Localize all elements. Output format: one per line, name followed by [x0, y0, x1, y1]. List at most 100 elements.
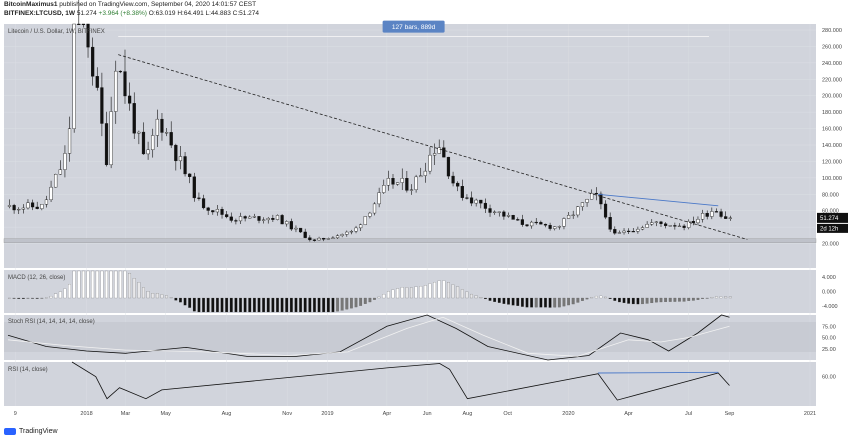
candle-up	[340, 234, 344, 236]
macd-bar	[142, 287, 145, 299]
macd-bar	[641, 297, 644, 305]
candle-down	[183, 156, 187, 175]
candle-up	[349, 231, 354, 233]
candle-down	[516, 219, 520, 221]
macd-bar	[479, 297, 483, 299]
candle-up	[151, 135, 155, 151]
x-tick-label: May	[161, 411, 172, 417]
x-tick-label: Jun	[423, 411, 432, 417]
macd-bar	[502, 297, 506, 304]
macd-bar	[581, 297, 584, 301]
candle-up	[17, 209, 21, 211]
candle-down	[520, 219, 524, 225]
macd-bar	[137, 282, 141, 299]
candle-up	[44, 199, 49, 205]
macd-bar	[294, 297, 298, 313]
macd-bar	[553, 297, 557, 308]
y-tick-label: 140.000	[822, 143, 842, 149]
macd-bar	[266, 297, 270, 313]
macd-bar	[225, 297, 229, 313]
candle-down	[631, 231, 635, 233]
y-tick-label: 4.000	[822, 275, 836, 281]
candle-up	[331, 237, 335, 239]
candle-down	[548, 224, 552, 229]
candle-up	[474, 199, 478, 204]
candle-up	[419, 175, 423, 178]
candle-down	[81, 23, 86, 26]
x-tick-label: Apr	[383, 411, 392, 417]
candle-up	[354, 227, 358, 232]
macd-bar	[289, 297, 293, 313]
candle-down	[446, 156, 451, 177]
x-tick-label: Aug	[463, 411, 473, 417]
macd-bar	[585, 297, 589, 300]
x-tick-label: Oct	[503, 411, 512, 417]
macd-bar	[567, 297, 570, 306]
candle-up	[164, 132, 169, 134]
macd-bar	[118, 270, 122, 299]
candle-down	[77, 23, 81, 26]
candle-up	[677, 225, 682, 227]
measure-text: 127 bars, 889d	[392, 24, 436, 31]
macd-bar	[539, 297, 543, 308]
candle-down	[534, 221, 538, 224]
macd-bar	[594, 295, 598, 299]
candle-up	[576, 206, 580, 216]
macd-bar	[354, 297, 358, 308]
macd-bar	[599, 295, 603, 299]
y-tick-label: 220.000	[822, 77, 842, 83]
macd-bar	[622, 297, 626, 303]
y-tick-label: 160.000	[822, 127, 842, 133]
candle-down	[613, 229, 617, 234]
macd-bar	[350, 297, 353, 309]
candle-up	[710, 211, 714, 217]
candle-up	[252, 216, 256, 218]
macd-bar	[391, 289, 395, 299]
candle-down	[511, 215, 515, 220]
macd-bar	[682, 297, 686, 302]
candle-down	[303, 231, 307, 238]
candle-down	[682, 225, 686, 228]
macd-bar	[447, 282, 450, 299]
macd-bar	[303, 297, 307, 313]
macd-bar	[17, 297, 21, 299]
y-tick-label: 280.000	[822, 28, 842, 34]
macd-bar	[197, 297, 201, 313]
macd-bar	[345, 297, 349, 310]
candle-up	[396, 182, 400, 185]
macd-bar	[400, 287, 404, 299]
candle-up	[562, 218, 566, 227]
macd-bar	[91, 270, 95, 299]
macd-bar	[530, 297, 534, 308]
macd-bar	[114, 270, 118, 299]
macd-bar	[35, 297, 39, 299]
candle-up	[178, 156, 183, 162]
macd-bar	[12, 297, 16, 299]
candle-down	[141, 131, 146, 155]
last-price: 51.274	[76, 10, 97, 17]
macd-bar	[160, 294, 164, 299]
macd-bar	[705, 297, 709, 299]
macd-bar	[382, 294, 386, 299]
macd-bar	[174, 297, 178, 301]
blue-resistance-line	[598, 193, 719, 207]
macd-bar	[100, 270, 104, 299]
macd-bar	[188, 297, 192, 308]
candle-up	[21, 207, 25, 210]
macd-bar	[322, 297, 326, 313]
last-price-tag	[817, 212, 848, 223]
macd-bar	[377, 296, 381, 299]
macd-bar	[8, 297, 11, 299]
macd-bar	[45, 297, 48, 299]
y-tick-label: 50.00	[822, 336, 836, 342]
candle-down	[35, 206, 39, 209]
macd-bar	[77, 270, 81, 299]
macd-bar	[373, 297, 376, 300]
last-price-tag-text: 51.274	[820, 216, 839, 222]
candle-down	[95, 76, 99, 88]
macd-bar	[534, 297, 538, 308]
measure-label: 127 bars, 889d	[382, 20, 445, 33]
macd-bar	[386, 291, 390, 299]
x-tick-label: 9	[14, 411, 17, 417]
